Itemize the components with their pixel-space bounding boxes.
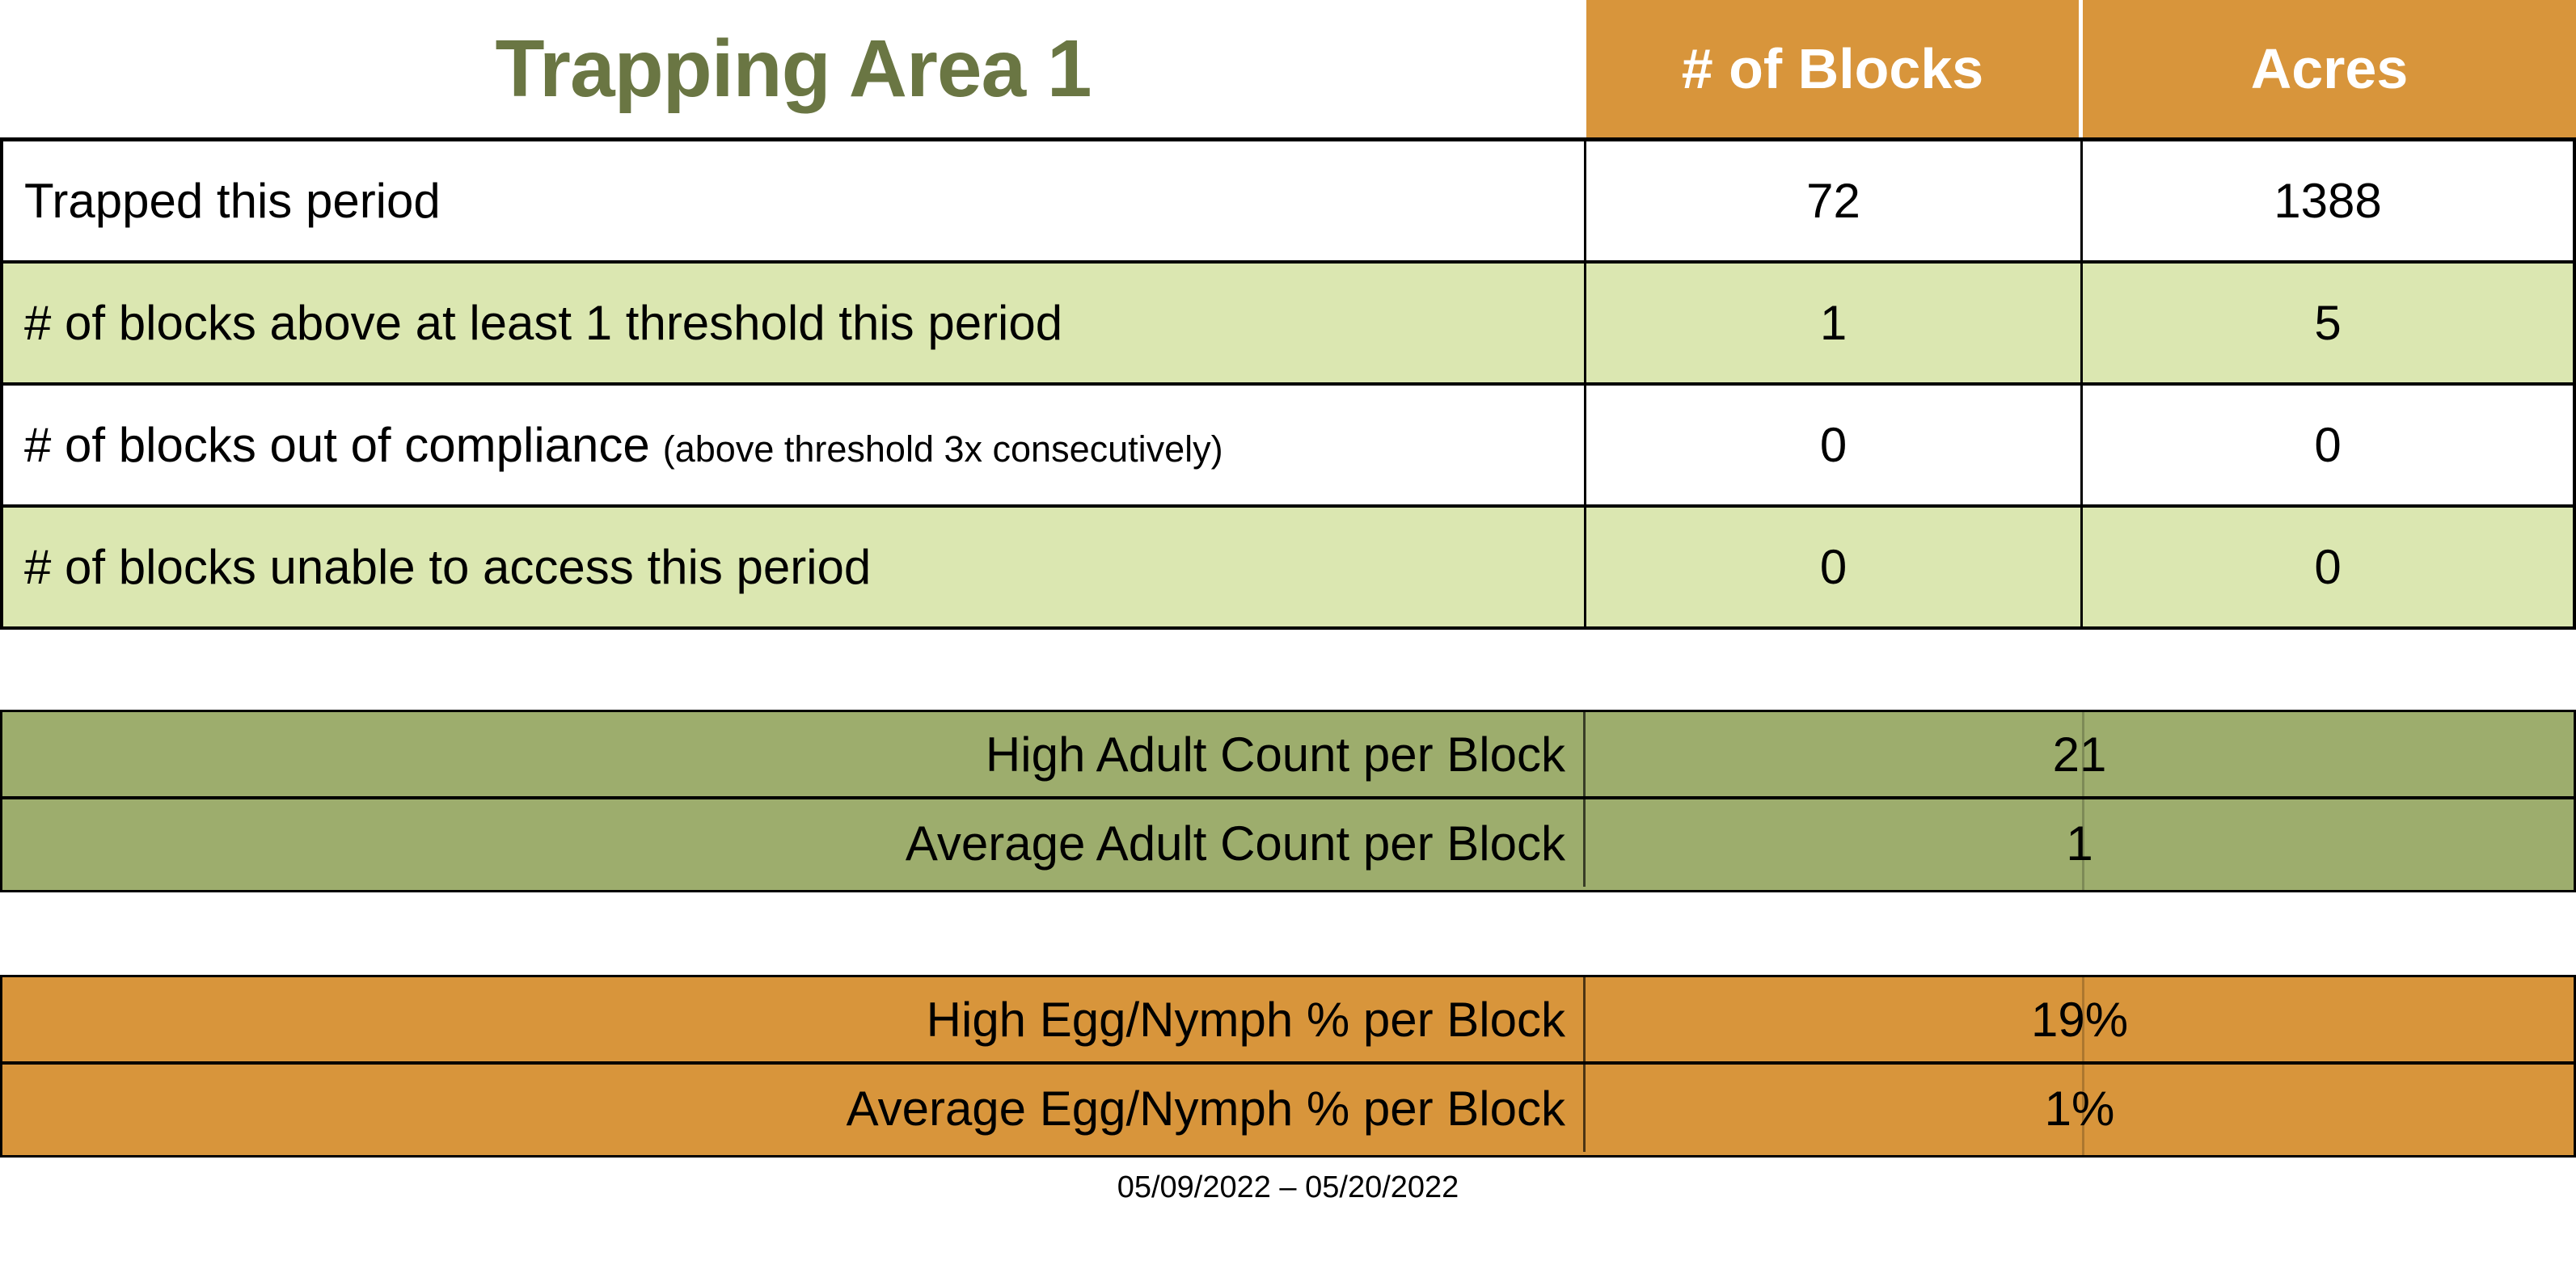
column-header-acres: Acres xyxy=(2083,0,2576,137)
row-label: # of blocks above at least 1 threshold t… xyxy=(3,264,1586,382)
cell-acres: 0 xyxy=(2314,540,2342,594)
section-row-label: High Egg/Nymph % per Block xyxy=(2,977,1586,1061)
egg-nymph-section: High Egg/Nymph % per Block 19% Average E… xyxy=(0,975,2576,1158)
section-row-high-egg: High Egg/Nymph % per Block 19% xyxy=(2,977,2574,1065)
faint-column-divider xyxy=(2082,977,2084,1155)
cell-blocks: 1 xyxy=(1586,264,2083,382)
cell-acres: 1388 xyxy=(2274,174,2382,228)
row-label: # of blocks unable to access this period xyxy=(3,508,1586,626)
section-row-value: 19% xyxy=(2030,992,2129,1047)
row-label: Trapped this period xyxy=(3,141,1586,260)
section-row-value: 1 xyxy=(2066,816,2093,871)
section-row-value: 21 xyxy=(2052,727,2107,782)
section-row-label: High Adult Count per Block xyxy=(2,712,1586,796)
section-row-high-adult: High Adult Count per Block 21 xyxy=(2,712,2574,799)
cell-blocks: 72 xyxy=(1586,141,2083,260)
faint-column-divider xyxy=(2082,712,2084,890)
section-row-label: Average Adult Count per Block xyxy=(2,799,1586,887)
page-title: Trapping Area 1 xyxy=(495,23,1092,114)
row-label-text: # of blocks out of compliance xyxy=(24,418,650,472)
row-label-text: Trapped this period xyxy=(24,174,441,228)
row-label-note: (above threshold 3x consecutively) xyxy=(662,428,1223,470)
cell-acres: 5 xyxy=(2314,296,2342,350)
section-row-average-adult: Average Adult Count per Block 1 xyxy=(2,799,2574,887)
row-label: # of blocks out of compliance (above thre… xyxy=(3,386,1586,504)
summary-table: Trapped this period 72 1388 # of blocks … xyxy=(0,137,2576,630)
table-row-unable-to-access: # of blocks unable to access this period… xyxy=(0,508,2576,630)
table-row-trapped: Trapped this period 72 1388 xyxy=(0,141,2576,264)
section-row-value: 1% xyxy=(2044,1081,2115,1136)
section-row-label: Average Egg/Nymph % per Block xyxy=(2,1065,1586,1152)
row-label-text: # of blocks unable to access this period xyxy=(24,540,872,594)
section-row-average-egg: Average Egg/Nymph % per Block 1% xyxy=(2,1065,2574,1152)
table-row-out-of-compliance: # of blocks out of compliance (above thre… xyxy=(0,386,2576,508)
table-row-above-threshold: # of blocks above at least 1 threshold t… xyxy=(0,264,2576,386)
cell-blocks: 0 xyxy=(1586,386,2083,504)
cell-blocks: 0 xyxy=(1586,508,2083,626)
row-label-text: # of blocks above at least 1 threshold t… xyxy=(24,296,1063,350)
date-range: 05/09/2022 – 05/20/2022 xyxy=(1117,1170,1459,1204)
table-header-row: Trapping Area 1 # of Blocks Acres xyxy=(0,0,2576,137)
adult-count-section: High Adult Count per Block 21 Average Ad… xyxy=(0,710,2576,892)
cell-acres: 0 xyxy=(2314,418,2342,472)
column-header-blocks: # of Blocks xyxy=(1586,0,2083,137)
